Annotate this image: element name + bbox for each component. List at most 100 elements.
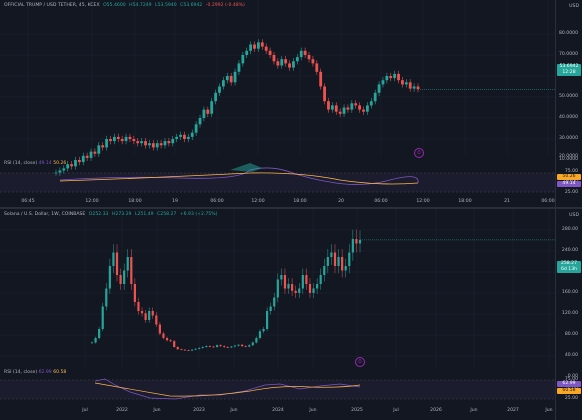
bottom-high: H273.29 [111, 212, 132, 217]
sol-candle [180, 349, 183, 351]
sol-candle [190, 349, 194, 351]
bottom-price-badge-value: 258.27 [560, 261, 578, 266]
bottom-rsi-label: RSI (14, close) 62.99 60.58 [4, 370, 66, 375]
price-candle [292, 61, 295, 68]
price-candle [241, 55, 245, 64]
sol-candle [169, 340, 172, 342]
top-time-axis-tick: 06:00 [374, 199, 388, 204]
bottom-chart-pane[interactable]: Solana / U.S. Dollar, 1W, COINBASE O252.… [0, 209, 582, 420]
top-price-chart[interactable] [0, 0, 582, 207]
sol-candle [133, 284, 136, 302]
price-candle [132, 139, 136, 142]
bottom-time-axis-tick: Jun [230, 408, 238, 413]
sol-candle [251, 342, 254, 346]
price-candle [77, 160, 81, 163]
sol-candle [341, 257, 344, 271]
price-candle [276, 61, 280, 66]
price-candle [229, 76, 233, 83]
bottom-price-badge: 258.27 6d 13h [557, 261, 581, 273]
top-price-badge-time: 12:28 [562, 70, 576, 75]
alert-clock-icon[interactable]: ⏱ [414, 148, 424, 158]
price-candle [295, 57, 299, 62]
sol-candle [108, 266, 111, 289]
price-candle [260, 42, 264, 47]
top-time-axis-tick: 20 [338, 199, 344, 204]
bottom-time-axis-tick: Jun [309, 408, 317, 413]
price-candle [315, 63, 319, 72]
price-candle [369, 101, 373, 106]
price-candle [93, 151, 97, 154]
pane-separator[interactable] [0, 207, 582, 209]
bottom-time-axis-tick: 2025 [351, 408, 363, 413]
price-candle [365, 105, 369, 112]
rsi-line [59, 167, 419, 185]
bottom-time-axis-tick: Jul [393, 408, 399, 413]
bottom-symbol-title[interactable]: Solana / U.S. Dollar, 1W, COINBASE [4, 212, 86, 217]
price-candle [385, 76, 389, 81]
price-candle [148, 143, 151, 146]
price-candle [105, 139, 109, 148]
sol-candle [205, 346, 208, 347]
price-candle [112, 136, 116, 142]
sol-candle [194, 348, 197, 350]
price-candle [412, 86, 416, 89]
bottom-rsi-title: RSI (14, close) [4, 370, 38, 375]
top-rsi-axis-tick: 75.00 [564, 169, 578, 174]
top-currency[interactable]: USD [569, 4, 579, 9]
price-candle [393, 73, 397, 79]
price-candle [358, 105, 362, 110]
alert-clock-icon[interactable]: ⏱ [355, 357, 365, 367]
sol-candle [248, 345, 251, 347]
sol-candle [187, 350, 190, 351]
top-rsi-label: RSI (14, close) 49.14 50.26 [4, 161, 66, 166]
price-candle [354, 103, 358, 106]
top-close: C53.6942 [180, 3, 203, 8]
sol-candle [226, 347, 229, 348]
price-candle [124, 136, 128, 142]
sol-candle [105, 288, 108, 307]
price-candle [179, 134, 182, 137]
top-chart-pane[interactable]: OFFICIAL TRUMP / USD TETHER, 45, KCEX O5… [0, 0, 582, 207]
price-candle [155, 143, 159, 148]
bottom-price-badge-time: 6d 13h [560, 267, 578, 272]
bottom-time-axis-tick: Jul [82, 408, 88, 413]
price-candle [218, 86, 221, 93]
top-time-axis-tick: 18:00 [128, 199, 142, 204]
sol-candle [173, 341, 176, 347]
price-candle [81, 155, 85, 163]
sol-candle [344, 266, 347, 271]
price-candle [311, 59, 315, 64]
top-price-axis-tick: 30.0000 [559, 136, 578, 141]
sol-candle [258, 331, 262, 338]
rsi-ma-line [94, 382, 361, 397]
price-candle [288, 63, 291, 68]
price-candle [404, 82, 408, 85]
price-candle [163, 141, 167, 146]
sol-candle [305, 275, 308, 284]
price-candle [284, 59, 288, 64]
price-candle [233, 71, 237, 83]
sol-candle [233, 345, 237, 347]
bottom-currency[interactable]: USD [569, 213, 579, 218]
sol-candle [337, 257, 340, 266]
sol-candle [276, 279, 279, 298]
sol-candle [291, 284, 294, 291]
sol-candle [130, 257, 133, 284]
price-candle [186, 136, 190, 139]
sol-candle [183, 349, 187, 351]
top-symbol-title[interactable]: OFFICIAL TRUMP / USD TETHER, 45, KCEX [4, 3, 100, 8]
sol-candle [283, 275, 287, 289]
top-price-axis-tick: 40.0000 [559, 115, 578, 120]
top-price-axis-tick: 70.0000 [559, 52, 578, 57]
price-candle [225, 76, 229, 81]
sol-candle [298, 288, 301, 293]
price-candle [249, 44, 253, 51]
bottom-price-chart[interactable] [0, 209, 582, 420]
price-candle [171, 139, 175, 144]
bottom-chart-header: Solana / U.S. Dollar, 1W, COINBASE O252.… [4, 212, 217, 217]
price-candle [85, 155, 89, 158]
price-candle [272, 55, 276, 62]
sol-candle [208, 346, 212, 347]
rsi-band [0, 173, 556, 192]
top-price-axis-tick: 50.0000 [559, 94, 578, 99]
